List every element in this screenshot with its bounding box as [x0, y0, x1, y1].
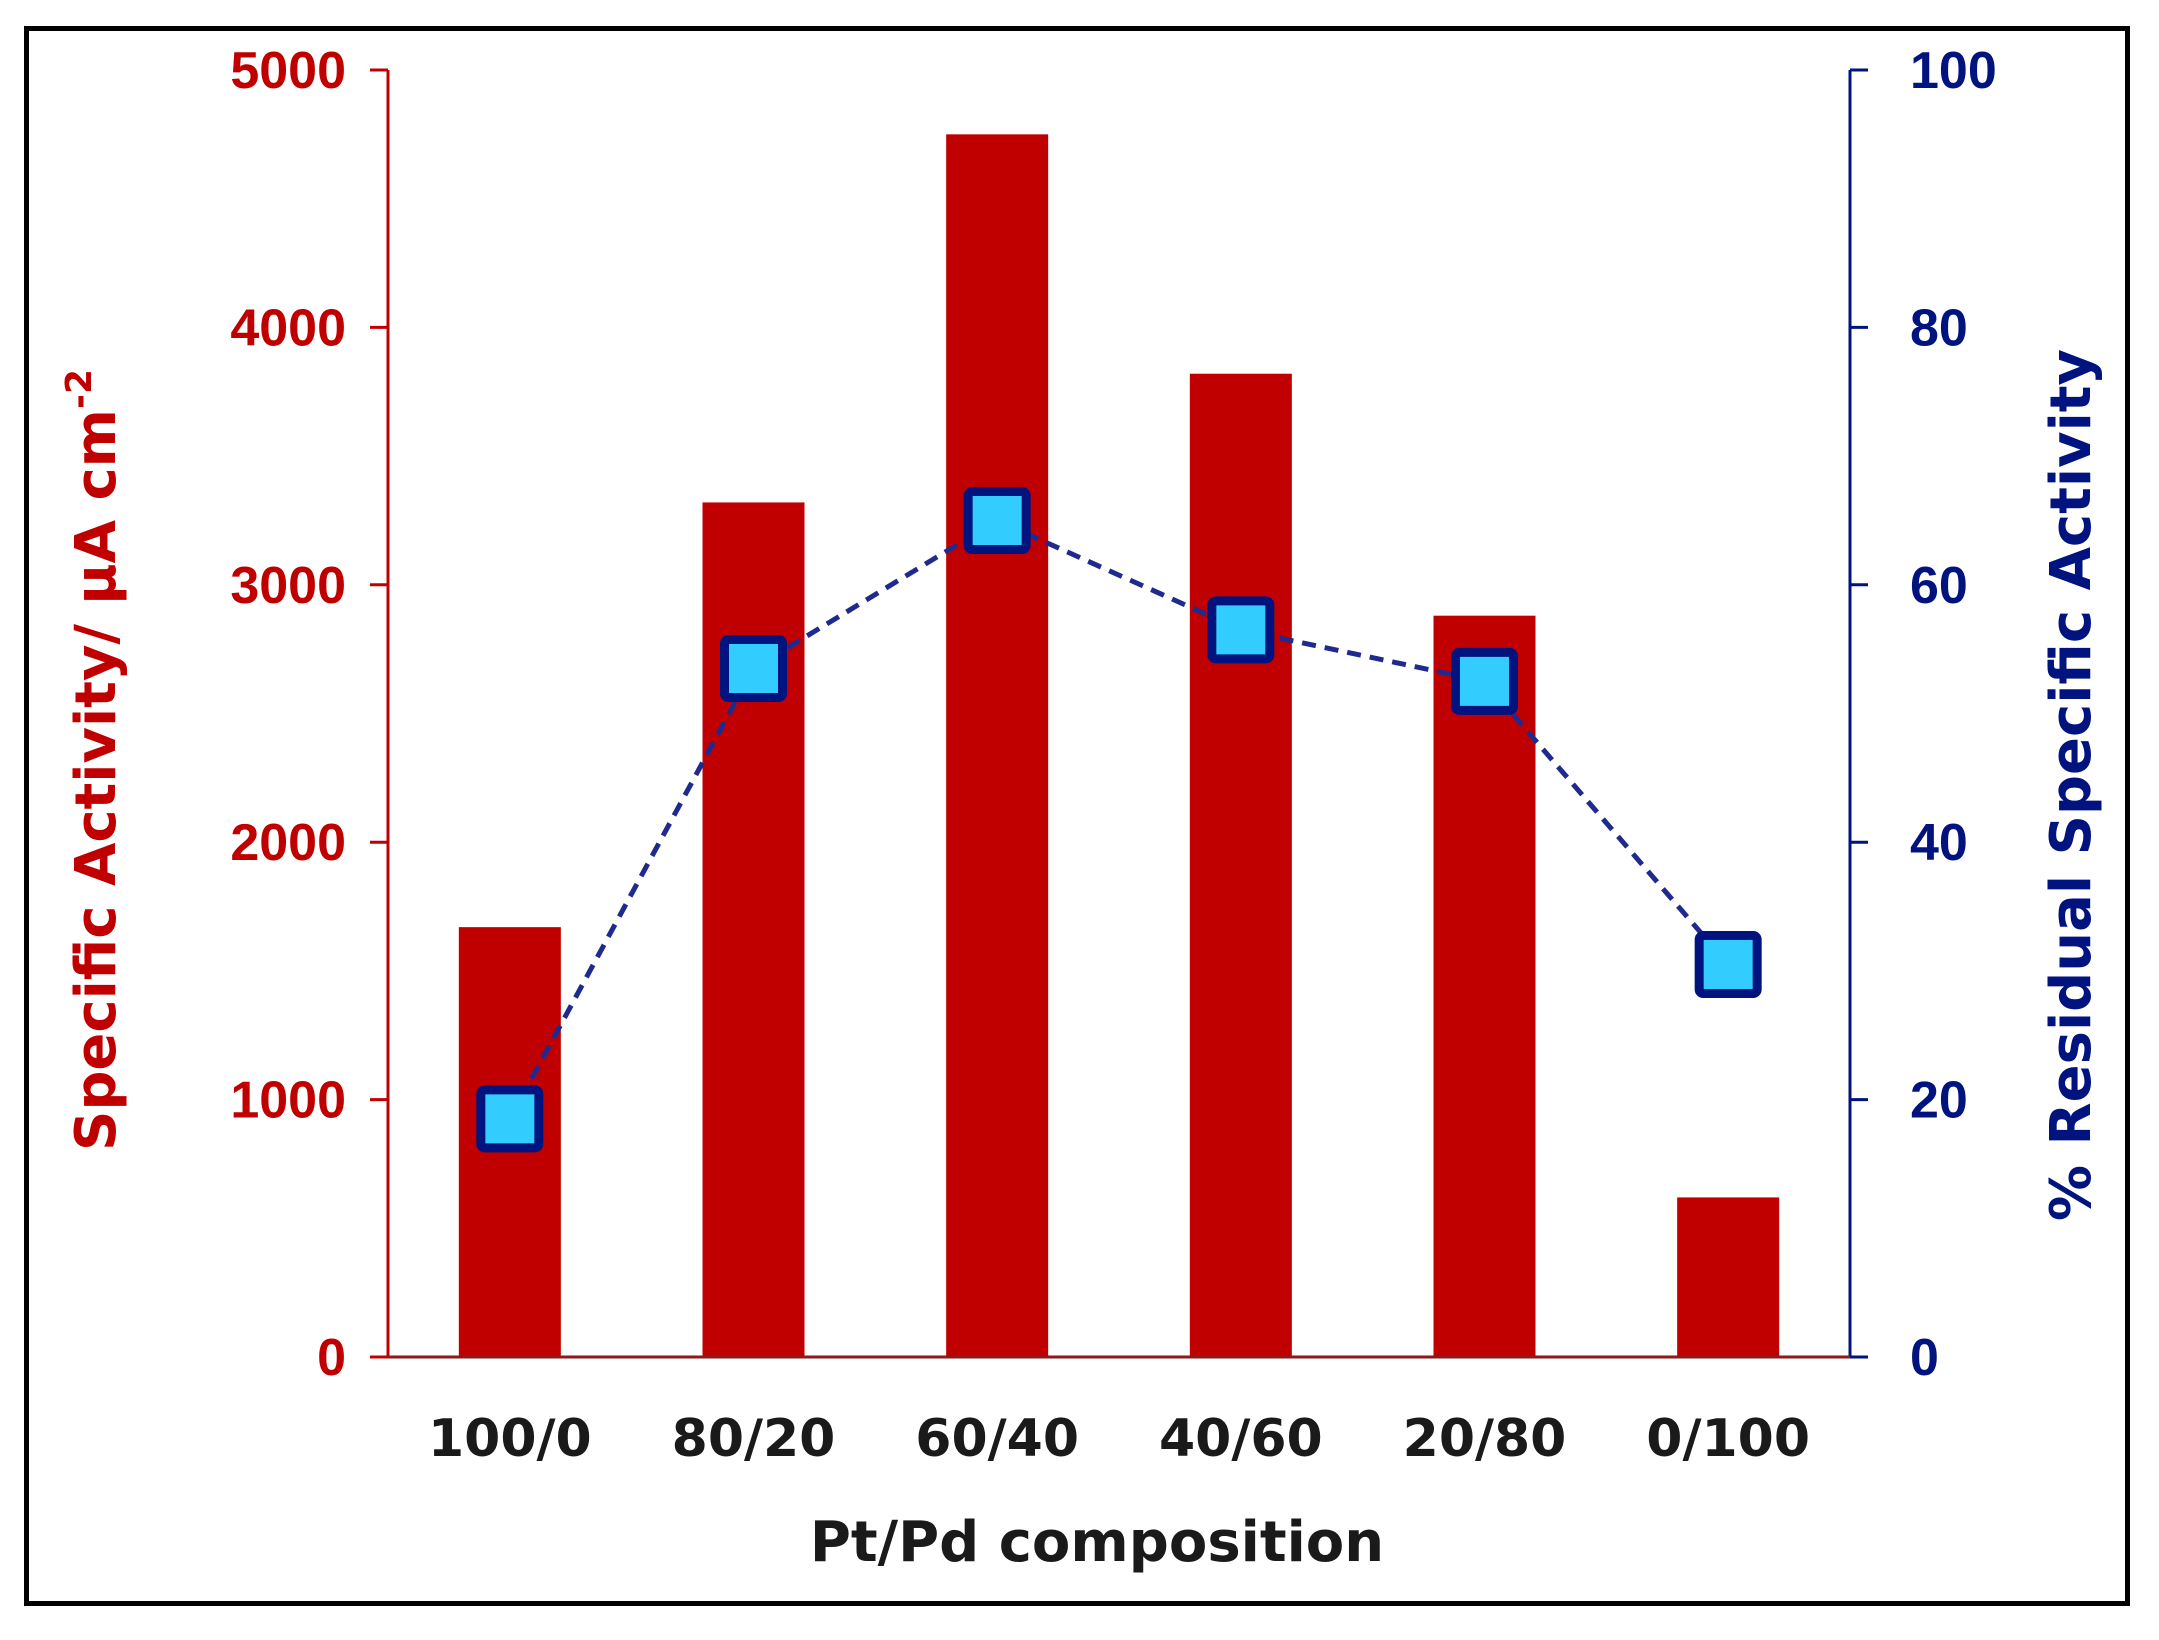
- axes-layer: 0 1000 2000 3000 4000 5000 0 20 40 60 80 100 100/0 80…: [230, 42, 1996, 1469]
- bar-0-100: [1677, 1197, 1780, 1357]
- x-axis-title: Pt/Pd composition: [810, 1510, 1384, 1575]
- left-axis-tick-label: 1000: [230, 1072, 346, 1130]
- residual-marker-0-100: [1694, 930, 1762, 998]
- right-axis-tick-label: 40: [1910, 814, 1968, 872]
- residual-activity-line: [507, 517, 1731, 1121]
- right-axis-tick-label: 100: [1910, 42, 1997, 100]
- left-axis-title-superscript: -2: [59, 369, 100, 409]
- x-axis-tick-label: 80/20: [672, 1409, 836, 1469]
- residual-marker-100-0: [476, 1085, 544, 1153]
- labels-layer: Pt/Pd composition Specific Activity/ μA …: [59, 349, 2104, 1575]
- line-layer: [476, 486, 1762, 1153]
- left-axis-title: Specific Activity/ μA cm-2: [59, 369, 129, 1151]
- residual-marker-20-80: [1451, 647, 1518, 715]
- left-axis-tick-label: 5000: [230, 42, 346, 100]
- left-axis-tick-label: 0: [317, 1329, 346, 1387]
- right-axis-title: % Residual Specific Activity: [2039, 349, 2104, 1221]
- x-axis-tick-label: 60/40: [915, 1409, 1079, 1469]
- right-axis-tick-label: 60: [1910, 557, 1968, 615]
- bar-80-20: [702, 502, 805, 1357]
- left-axis-tick-label: 3000: [230, 557, 346, 615]
- bar-60-40: [946, 134, 1049, 1358]
- residual-marker-80-20: [720, 634, 787, 702]
- left-axis-tick-label: 2000: [230, 814, 346, 872]
- left-axis-title-main: Specific Activity/ μA cm: [64, 409, 129, 1151]
- x-axis-tick-label: 40/60: [1159, 1409, 1323, 1469]
- residual-marker-40-60: [1207, 596, 1275, 664]
- bar-20-80: [1433, 615, 1536, 1357]
- right-axis-tick-label: 0: [1910, 1329, 1939, 1387]
- left-axis-tick-label: 4000: [230, 299, 346, 357]
- right-axis-tick-label: 80: [1910, 299, 1968, 357]
- bar-40-60: [1189, 373, 1292, 1357]
- x-axis-tick-label: 100/0: [428, 1409, 592, 1469]
- x-axis-tick-label: 0/100: [1646, 1409, 1810, 1469]
- x-axis-tick-label: 20/80: [1403, 1409, 1567, 1469]
- right-axis-tick-label: 20: [1910, 1072, 1968, 1130]
- bars-layer: [458, 134, 1780, 1358]
- residual-marker-60-40: [963, 486, 1031, 554]
